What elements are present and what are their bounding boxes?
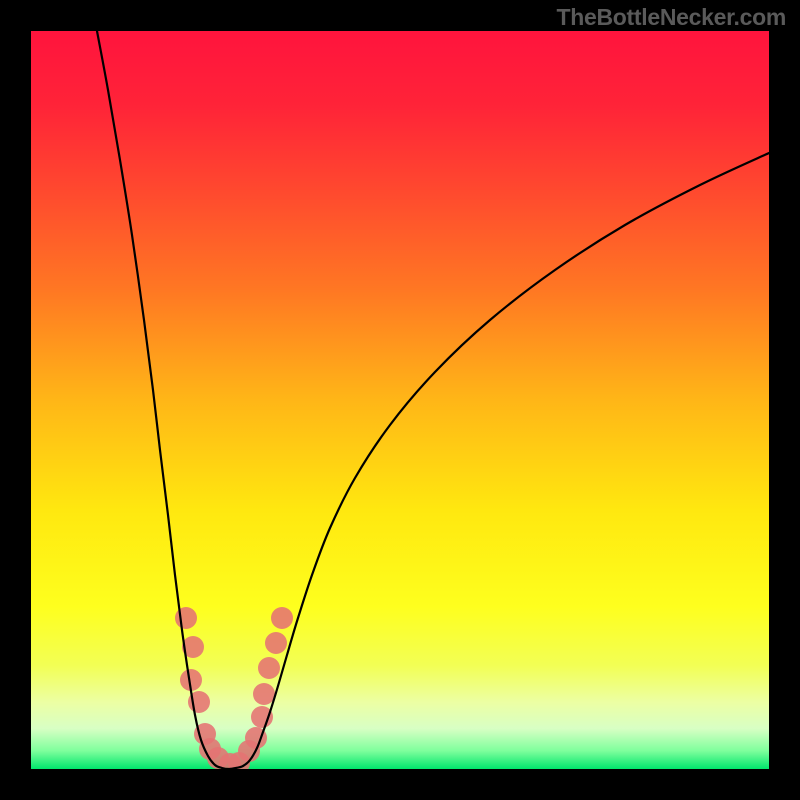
watermark-text: TheBottleNecker.com (557, 4, 787, 31)
gradient-background (31, 31, 769, 769)
data-marker (251, 706, 273, 728)
data-marker (271, 607, 293, 629)
data-marker (253, 683, 275, 705)
data-marker (265, 632, 287, 654)
chart-svg (0, 0, 800, 800)
chart-frame: TheBottleNecker.com (0, 0, 800, 800)
data-marker (175, 607, 197, 629)
data-marker (258, 657, 280, 679)
